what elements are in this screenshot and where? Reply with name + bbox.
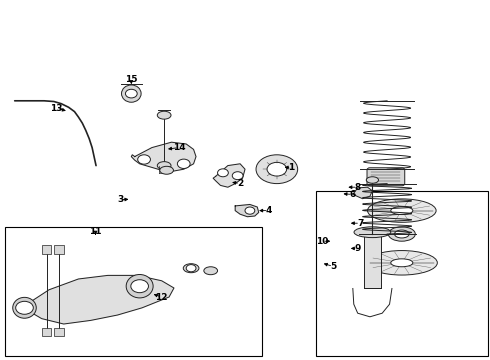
Circle shape (16, 301, 33, 314)
Text: 8: 8 (355, 183, 361, 192)
Circle shape (138, 155, 150, 164)
Text: 13: 13 (50, 104, 63, 112)
Ellipse shape (157, 162, 171, 170)
FancyBboxPatch shape (367, 168, 405, 186)
Polygon shape (27, 275, 174, 324)
Text: 7: 7 (357, 219, 364, 228)
Ellipse shape (354, 227, 391, 238)
Text: 14: 14 (172, 143, 185, 152)
Polygon shape (235, 204, 259, 217)
Bar (5, 227, 262, 356)
Bar (42, 245, 51, 254)
Text: 6: 6 (350, 190, 356, 199)
Polygon shape (353, 187, 372, 199)
Text: 4: 4 (265, 206, 272, 215)
Bar (54, 245, 64, 254)
Text: 2: 2 (237, 179, 243, 188)
Circle shape (218, 169, 228, 177)
Ellipse shape (204, 267, 218, 275)
Circle shape (131, 280, 148, 293)
Polygon shape (131, 142, 196, 171)
Circle shape (245, 207, 255, 214)
Ellipse shape (388, 227, 415, 241)
Text: 15: 15 (125, 75, 138, 84)
Bar (364, 232, 381, 288)
Text: 10: 10 (316, 237, 328, 246)
Ellipse shape (13, 297, 36, 318)
Text: 1: 1 (289, 163, 294, 172)
Bar (42, 328, 51, 336)
Ellipse shape (368, 199, 436, 222)
Text: 12: 12 (155, 292, 168, 302)
Ellipse shape (366, 177, 378, 183)
Ellipse shape (157, 111, 171, 119)
Text: 5: 5 (330, 262, 336, 271)
Text: 3: 3 (117, 195, 123, 204)
Circle shape (125, 89, 137, 98)
Circle shape (177, 159, 190, 168)
Bar (54, 328, 64, 336)
Bar (316, 191, 488, 356)
Polygon shape (213, 164, 245, 187)
Ellipse shape (394, 230, 409, 238)
Ellipse shape (366, 251, 437, 275)
Ellipse shape (122, 85, 141, 102)
Ellipse shape (267, 162, 287, 176)
Ellipse shape (183, 264, 199, 273)
Text: 9: 9 (354, 244, 361, 253)
Ellipse shape (391, 259, 413, 267)
Circle shape (186, 265, 196, 272)
Text: 11: 11 (89, 227, 102, 236)
Ellipse shape (256, 155, 297, 184)
Ellipse shape (160, 166, 173, 174)
Circle shape (232, 172, 243, 180)
Ellipse shape (391, 207, 413, 215)
Ellipse shape (126, 274, 153, 298)
